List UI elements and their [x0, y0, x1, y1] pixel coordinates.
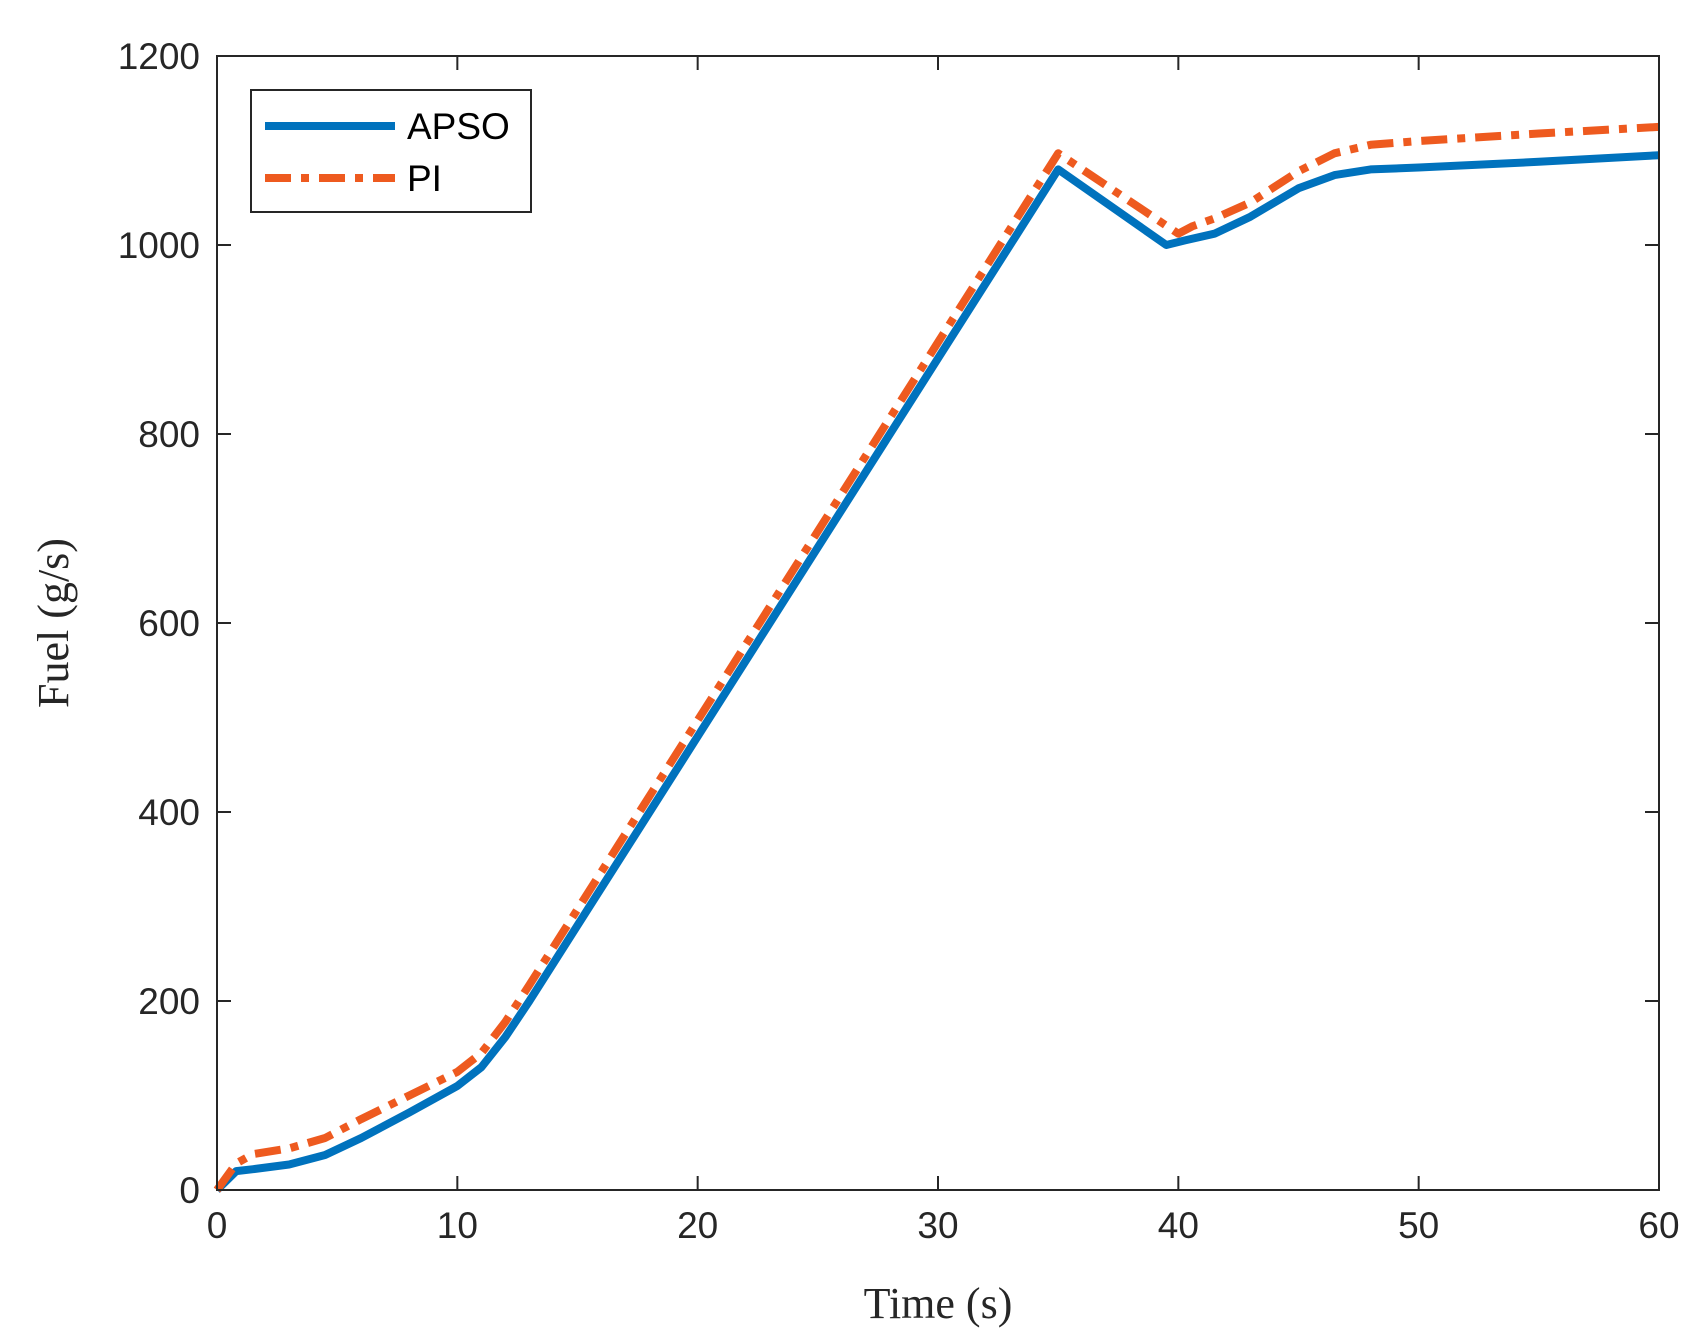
y-tick-label: 1200	[118, 36, 200, 77]
legend-box	[250, 89, 532, 213]
y-tick-label: 0	[179, 1170, 200, 1211]
x-tick-label: 30	[917, 1205, 958, 1246]
legend-label-pi: PI	[407, 158, 442, 199]
legend: APSO PI	[250, 89, 532, 213]
x-tick-label: 50	[1398, 1205, 1439, 1246]
x-tick-label: 10	[437, 1205, 478, 1246]
legend-label-apso: APSO	[407, 106, 510, 147]
y-tick-label: 400	[138, 792, 200, 833]
y-tick-label: 200	[138, 981, 200, 1022]
x-axis-title: Time (s)	[864, 1279, 1013, 1328]
y-tick-label: 600	[138, 603, 200, 644]
x-tick-label: 20	[677, 1205, 718, 1246]
y-tick-label: 800	[138, 414, 200, 455]
x-tick-label: 60	[1638, 1205, 1679, 1246]
series-line-pi	[213, 122, 1660, 1193]
plot-lines	[213, 122, 1660, 1193]
x-tick-label: 0	[207, 1205, 228, 1246]
y-tick-label: 1000	[118, 225, 200, 266]
axis-ticks	[216, 55, 1660, 1191]
y-axis-title: Fuel (g/s)	[29, 538, 78, 708]
series-line-apso	[214, 151, 1660, 1193]
x-tick-label: 40	[1158, 1205, 1199, 1246]
